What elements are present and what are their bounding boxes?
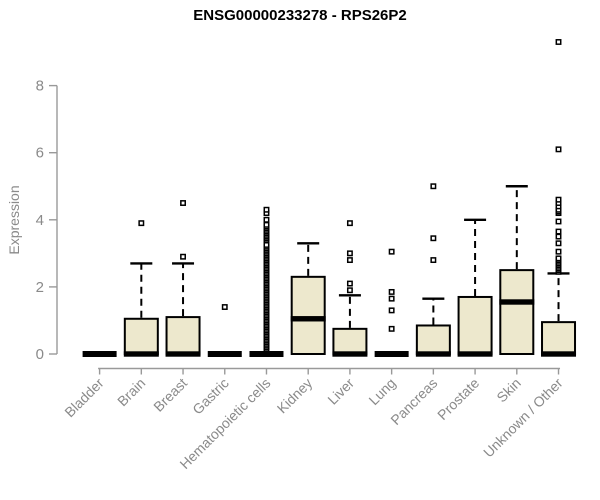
outlier-point: [555, 240, 562, 247]
boxplot-box: [123, 317, 159, 355]
boxplot-collapsed-median: [82, 351, 117, 357]
boxplot-box: [165, 316, 201, 355]
outlier-point: [346, 280, 353, 287]
x-tick-label: Brain: [114, 375, 148, 409]
boxplot-box: [415, 324, 451, 356]
outlier-point: [388, 325, 395, 332]
outlier-point: [388, 307, 395, 314]
outlier-point: [221, 304, 228, 310]
x-tick-label: Skin: [493, 375, 524, 406]
boxplot-box: [290, 275, 326, 355]
outlier-point: [555, 233, 562, 240]
x-tick-label: Prostate: [434, 375, 482, 423]
outlier-point: [346, 250, 353, 257]
outlier-point: [263, 221, 270, 228]
boxplot-box: [332, 327, 368, 355]
outlier-point: [180, 253, 186, 260]
x-tick-label: Unknown / Other: [480, 375, 566, 461]
x-tick-label: Liver: [324, 375, 357, 408]
x-tick-label: Breast: [150, 375, 190, 415]
boxplot-collapsed-median: [374, 351, 409, 357]
boxplot-median: [332, 351, 368, 357]
outlier-point: [388, 288, 395, 295]
outlier-point: [388, 295, 395, 302]
outlier-point: [138, 220, 145, 227]
outlier-point: [555, 146, 562, 153]
outlier-point: [555, 255, 562, 262]
outlier-point: [346, 257, 353, 264]
outlier-point: [555, 228, 562, 235]
x-tick-label: Lung: [365, 375, 398, 408]
boxplot-box: [499, 269, 535, 355]
outlier-point: [555, 196, 562, 203]
boxplot-median: [499, 299, 535, 305]
outlier-point: [430, 235, 437, 242]
boxplot-median: [123, 351, 159, 357]
boxplot-median: [165, 351, 201, 357]
outlier-point: [346, 287, 353, 294]
outlier-point: [263, 242, 270, 248]
boxplot-median: [415, 351, 451, 357]
boxplot-median: [290, 316, 326, 322]
outlier-point: [346, 220, 353, 227]
outlier-point: [555, 39, 562, 45]
x-tick-label: Bladder: [61, 375, 107, 421]
outlier-point: [555, 248, 562, 255]
boxplot-median: [457, 351, 493, 357]
chart-title: ENSG00000233278 - RPS26P2: [193, 7, 407, 24]
y-tick-label: 2: [36, 279, 44, 296]
boxplot-collapsed-median: [207, 351, 242, 357]
y-tick-label: 0: [36, 346, 44, 363]
outlier-point: [388, 248, 395, 255]
boxplot-collapsed-median: [249, 351, 284, 357]
boxplot-median: [541, 351, 577, 357]
outlier-point: [180, 200, 186, 206]
outlier-point: [555, 218, 562, 225]
y-tick-label: 8: [36, 78, 44, 95]
outlier-point: [430, 257, 437, 264]
boxplot-box: [457, 295, 493, 355]
x-tick-label: Kidney: [274, 375, 316, 417]
outlier-point: [263, 206, 270, 213]
outlier-point: [263, 216, 270, 223]
y-tick-label: 4: [36, 212, 44, 229]
boxplot-box: [541, 321, 577, 356]
outlier-point: [430, 183, 437, 190]
y-tick-label: 6: [36, 145, 44, 162]
